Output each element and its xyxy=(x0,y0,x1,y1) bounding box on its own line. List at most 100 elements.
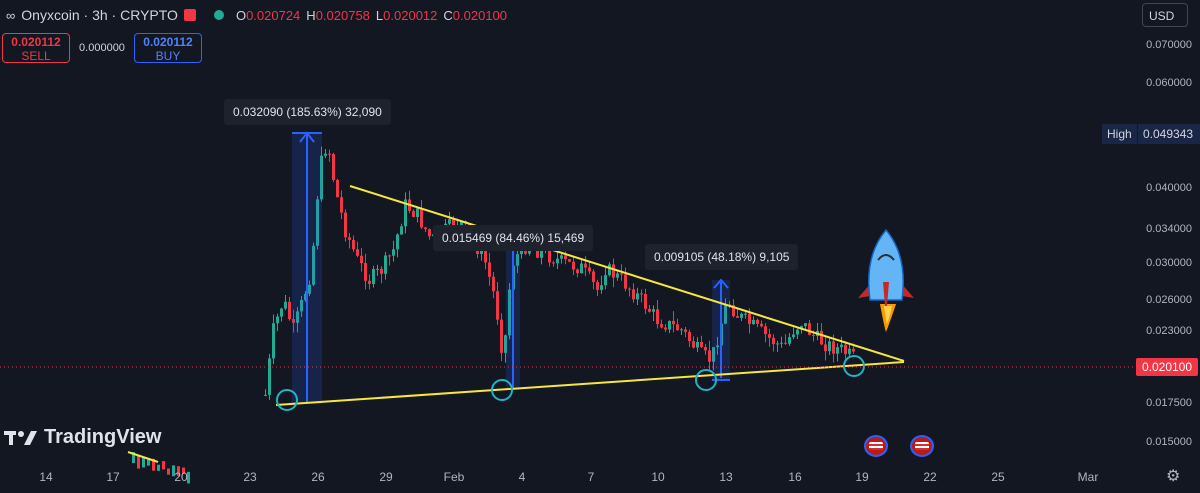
sell-label: SELL xyxy=(21,49,51,63)
x-tick-label: 13 xyxy=(719,470,733,484)
gear-icon[interactable]: ⚙ xyxy=(1166,468,1181,485)
candle-body xyxy=(172,465,175,477)
buy-label: BUY xyxy=(155,49,181,63)
candle-body xyxy=(492,276,495,292)
candle-body xyxy=(792,334,795,338)
candle-body xyxy=(280,308,283,317)
us-flag-icon[interactable] xyxy=(864,435,888,457)
candle-body xyxy=(652,309,655,312)
candle-body xyxy=(788,337,791,344)
trade-panel: 0.020112 SELL 0.000000 0.020112 BUY xyxy=(0,33,202,63)
candle-body xyxy=(132,452,135,464)
candle-body xyxy=(672,320,675,325)
candle-body xyxy=(332,154,335,180)
candle-body xyxy=(420,208,423,228)
x-tick-label: 14 xyxy=(39,470,53,484)
candle-body xyxy=(596,282,599,290)
measure-label-2: 0.015469 (84.46%) 15,469 xyxy=(433,225,594,251)
candle-body xyxy=(137,454,140,469)
symbol-info[interactable]: ∞ Onyxcoin · 3h · CRYPTO xyxy=(6,7,178,23)
candle-body xyxy=(556,258,559,264)
candle-body xyxy=(167,468,170,475)
candle-body xyxy=(608,264,611,276)
brand-name: TradingView xyxy=(44,426,162,448)
symbol-title[interactable]: Onyxcoin · 3h · CRYPTO xyxy=(21,7,178,23)
candle-body xyxy=(744,313,747,315)
y-tick-label: 0.070000 xyxy=(1146,39,1192,51)
candle-body xyxy=(628,288,631,290)
currency-select[interactable]: USD xyxy=(1142,3,1188,27)
touch-point-circle xyxy=(491,379,513,401)
y-tick-label: 0.015000 xyxy=(1146,436,1192,448)
ohlc-key: O xyxy=(235,7,247,23)
candle-body xyxy=(644,293,647,309)
ohlc-item: L0.020012 xyxy=(376,8,437,23)
y-tick-label: 0.030000 xyxy=(1146,257,1192,269)
candle-body xyxy=(187,471,190,484)
upper-trendline xyxy=(349,185,905,362)
x-tick-label: 7 xyxy=(588,470,595,484)
us-flag-icon-2[interactable] xyxy=(910,435,934,457)
candle-body xyxy=(768,334,771,338)
touch-point-circle xyxy=(695,369,717,391)
x-tick-label: Mar xyxy=(1078,470,1099,484)
candle-body xyxy=(848,348,851,355)
ohlc-item: H0.020758 xyxy=(306,8,370,23)
candle-body xyxy=(736,316,739,318)
candle-body xyxy=(152,458,155,471)
candle-body xyxy=(704,347,707,351)
candle-body xyxy=(388,255,391,257)
candle-body xyxy=(684,329,687,332)
candle-body xyxy=(276,316,279,324)
x-tick-label: 17 xyxy=(106,470,120,484)
candle-body xyxy=(548,249,551,263)
compare-icon[interactable]: ∞ xyxy=(6,7,16,23)
candle-body xyxy=(500,319,503,353)
candle-body xyxy=(400,226,403,235)
candle-body xyxy=(640,293,643,295)
candle-body xyxy=(840,344,843,348)
candle-body xyxy=(324,153,327,156)
high-label: High xyxy=(1102,124,1137,144)
candle-body xyxy=(656,309,659,325)
candle-body xyxy=(424,227,427,230)
candle-body xyxy=(320,155,323,200)
ohlc-value: 0.020724 xyxy=(246,7,301,23)
candle-body xyxy=(312,245,315,285)
candle-body xyxy=(352,239,355,250)
sell-button[interactable]: 0.020112 SELL xyxy=(2,33,70,63)
candle-body xyxy=(776,343,779,345)
candle-body xyxy=(380,268,383,274)
candle-body xyxy=(328,153,331,155)
buy-button[interactable]: 0.020112 BUY xyxy=(134,33,202,63)
candle-body xyxy=(292,318,295,323)
x-tick-label: 26 xyxy=(311,470,325,484)
y-tick-label: 0.017500 xyxy=(1146,397,1192,409)
candle-body xyxy=(368,280,371,284)
candle-body xyxy=(304,293,307,301)
measure-label-1: 0.032090 (185.63%) 32,090 xyxy=(224,99,391,125)
ohlc-item: C0.020100 xyxy=(443,8,507,23)
candle-body xyxy=(157,464,160,471)
candle-body xyxy=(692,341,695,348)
candle-body xyxy=(488,262,491,277)
ohlc-value: 0.020012 xyxy=(383,7,438,23)
candle-body xyxy=(142,456,145,468)
ohlc-value: 0.020100 xyxy=(452,7,508,23)
candle-body xyxy=(620,273,623,275)
candle-body xyxy=(668,320,671,330)
touch-point-circle xyxy=(276,389,298,411)
candle-body xyxy=(162,461,165,470)
x-tick-label: 25 xyxy=(991,470,1005,484)
candle-body xyxy=(272,323,275,359)
candle-body xyxy=(680,329,683,331)
candle-body xyxy=(384,255,387,274)
x-tick-label: Feb xyxy=(444,470,465,484)
ohlc-key: C xyxy=(443,7,453,23)
y-tick-label: 0.023000 xyxy=(1146,325,1192,337)
candle-body xyxy=(404,199,407,227)
candle-body xyxy=(844,344,847,355)
candle-body xyxy=(348,237,351,240)
candle-body xyxy=(828,341,831,352)
